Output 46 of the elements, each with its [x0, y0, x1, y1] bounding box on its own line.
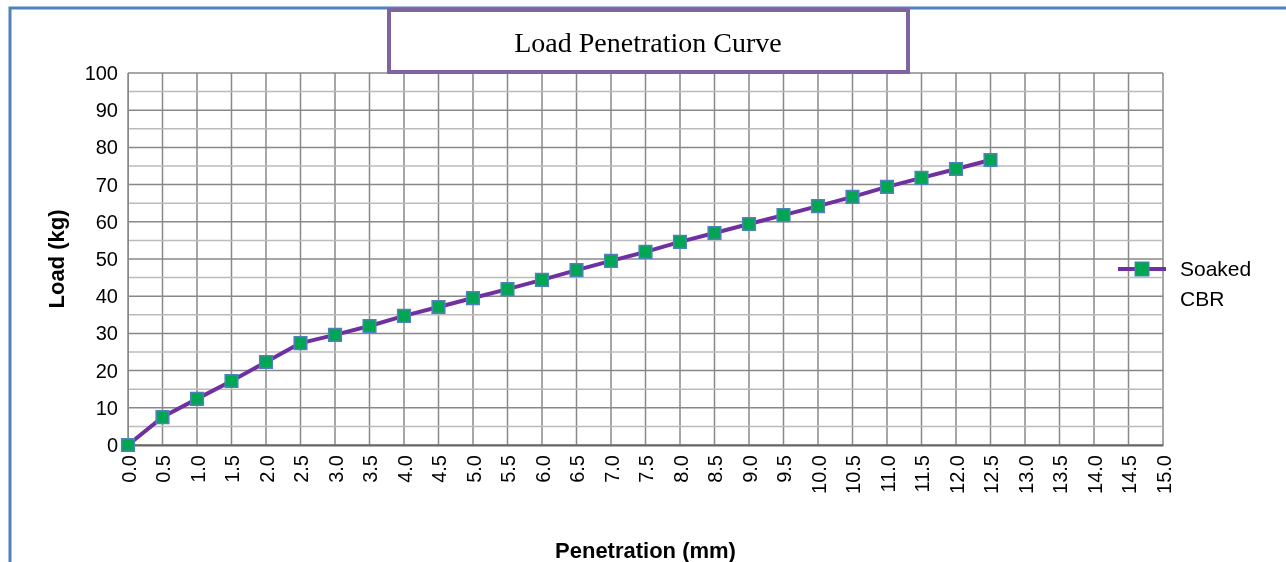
y-tick-label: 100	[84, 61, 118, 84]
x-tick-label: 7.5	[635, 455, 657, 483]
y-tick-label: 90	[95, 99, 118, 122]
y-tick-label: 20	[95, 359, 118, 382]
x-tick-label: 12.5	[980, 455, 1002, 494]
y-tick-label: 0	[106, 433, 118, 456]
x-tick-label: 1.0	[186, 455, 209, 483]
y-tick-label: 60	[95, 210, 118, 233]
chart-title: Load Penetration Curve	[514, 27, 782, 58]
y-tick-label: 10	[95, 396, 118, 419]
x-tick-label: 10.0	[807, 455, 830, 494]
x-tick-label: 13.5	[1049, 455, 1071, 494]
x-tick-label: 2.0	[255, 455, 278, 483]
x-tick-label: 2.5	[290, 455, 312, 483]
x-tick-label: 6.0	[531, 455, 554, 483]
y-tick-label: 40	[95, 285, 118, 308]
y-axis-title: Load (kg)	[44, 209, 69, 309]
x-tick-label: 5.5	[497, 455, 519, 483]
x-tick-label: 8.0	[669, 455, 692, 483]
x-tick-label: 10.5	[842, 455, 864, 494]
legend-label: Soaked CBR	[1180, 257, 1252, 310]
x-tick-label: 12.0	[945, 455, 968, 494]
x-tick-label: 11.0	[876, 455, 899, 493]
x-tick-label: 4.0	[393, 455, 416, 483]
x-tick-label: 11.5	[911, 455, 933, 493]
x-tick-label: 0.5	[152, 455, 174, 483]
x-tick-label: 6.5	[566, 455, 588, 483]
y-tick-label: 70	[95, 173, 118, 196]
x-axis-title: Penetration (mm)	[555, 538, 736, 562]
x-tick-label: 9.0	[738, 455, 761, 483]
y-tick-label: 30	[95, 322, 118, 345]
x-tick-label: 4.5	[428, 455, 450, 483]
x-tick-label: 14.0	[1083, 455, 1106, 494]
y-tick-label: 80	[95, 136, 118, 159]
x-tick-label: 0.0	[117, 455, 140, 483]
x-tick-label: 13.0	[1014, 455, 1037, 494]
x-tick-label: 3.5	[359, 455, 381, 483]
y-tick-label: 50	[95, 247, 118, 270]
x-tick-label: 9.5	[773, 455, 795, 483]
x-tick-label: 3.0	[324, 455, 347, 483]
x-tick-label: 14.5	[1118, 455, 1140, 494]
x-tick-label: 15.0	[1152, 455, 1175, 494]
x-tick-label: 1.5	[221, 455, 243, 483]
x-tick-label: 5.0	[462, 455, 485, 483]
x-tick-label: 7.0	[600, 455, 623, 483]
x-tick-label: 8.5	[704, 455, 726, 483]
